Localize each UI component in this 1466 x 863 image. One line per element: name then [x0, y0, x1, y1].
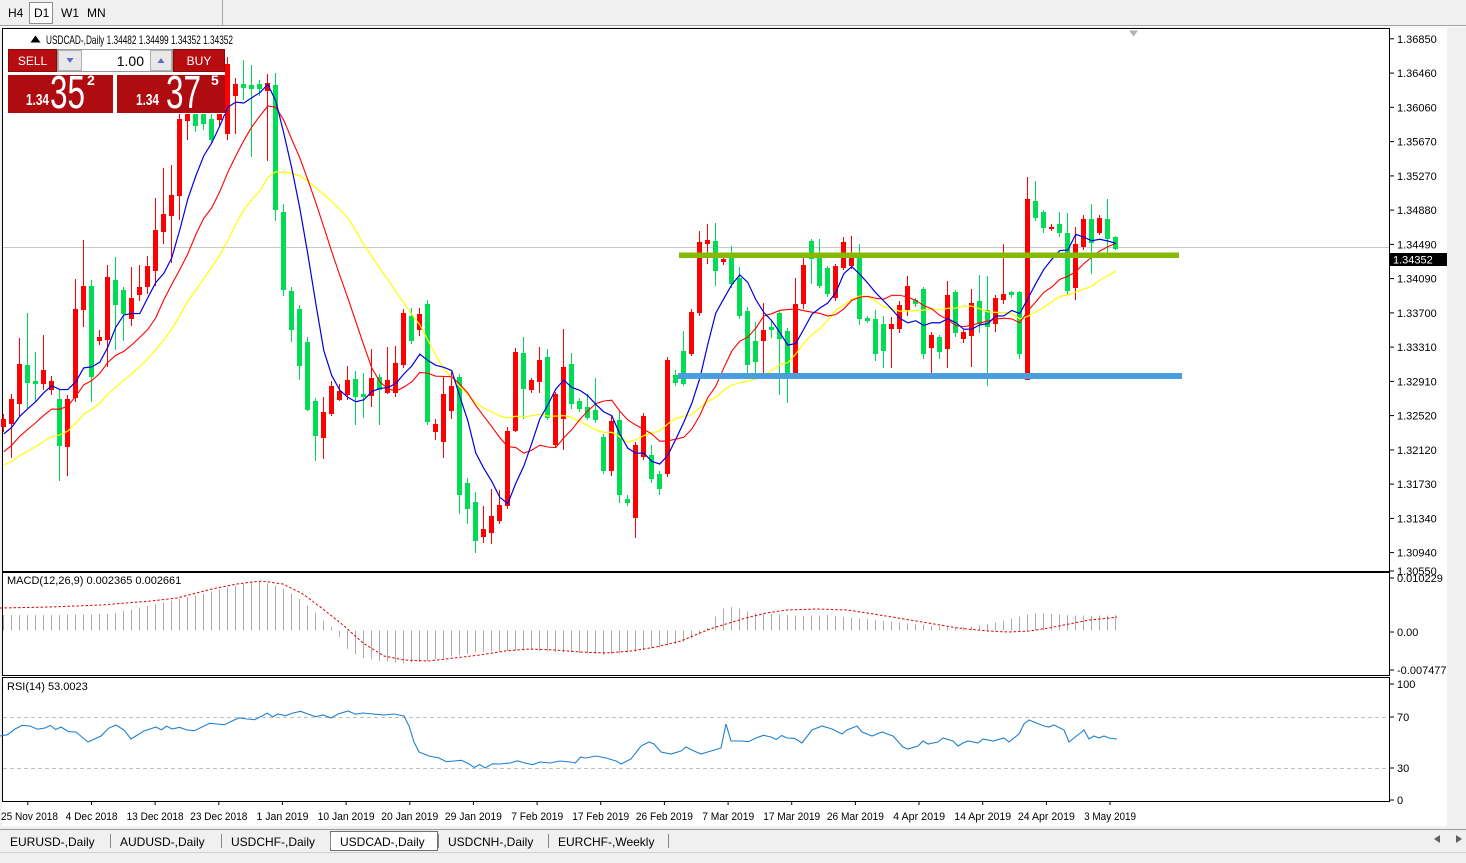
- svg-text:USDCNH-,Daily: USDCNH-,Daily: [448, 835, 533, 849]
- svg-text:1.34490: 1.34490: [1397, 239, 1437, 251]
- svg-text:0: 0: [1397, 795, 1403, 807]
- svg-text:1.31730: 1.31730: [1397, 479, 1437, 491]
- svg-text:7 Mar 2019: 7 Mar 2019: [702, 811, 754, 823]
- svg-text:1.34: 1.34: [26, 92, 49, 109]
- svg-text:H4: H4: [8, 6, 24, 20]
- svg-text:1.34090: 1.34090: [1397, 274, 1437, 286]
- svg-text:1.36460: 1.36460: [1397, 68, 1437, 80]
- svg-text:23 Dec 2018: 23 Dec 2018: [190, 811, 247, 823]
- svg-text:5: 5: [211, 72, 219, 88]
- svg-text:BUY: BUY: [187, 54, 212, 68]
- svg-text:1.30550: 1.30550: [1397, 566, 1437, 578]
- svg-text:17 Feb 2019: 17 Feb 2019: [572, 811, 629, 823]
- svg-text:7 Feb 2019: 7 Feb 2019: [511, 811, 563, 823]
- svg-text:37: 37: [166, 66, 201, 118]
- svg-text:1.34880: 1.34880: [1397, 205, 1437, 217]
- svg-text:20 Jan 2019: 20 Jan 2019: [381, 811, 438, 823]
- svg-text:100: 100: [1397, 679, 1415, 691]
- svg-text:17 Mar 2019: 17 Mar 2019: [763, 811, 820, 823]
- svg-text:10 Jan 2019: 10 Jan 2019: [318, 811, 375, 823]
- svg-text:RSI(14) 53.0023: RSI(14) 53.0023: [7, 681, 88, 693]
- svg-text:MACD(12,26,9) 0.002365 0.00266: MACD(12,26,9) 0.002365 0.002661: [7, 575, 181, 587]
- svg-text:EURUSD-,Daily: EURUSD-,Daily: [10, 835, 95, 849]
- svg-text:-0.007477: -0.007477: [1397, 665, 1447, 677]
- svg-text:0.00: 0.00: [1397, 627, 1418, 639]
- svg-text:13 Dec 2018: 13 Dec 2018: [127, 811, 184, 823]
- svg-text:SELL: SELL: [18, 54, 48, 68]
- svg-text:MN: MN: [87, 6, 106, 20]
- svg-text:26 Mar 2019: 26 Mar 2019: [827, 811, 884, 823]
- svg-text:29 Jan 2019: 29 Jan 2019: [445, 811, 502, 823]
- svg-text:3 May 2019: 3 May 2019: [1084, 811, 1136, 823]
- svg-text:70: 70: [1397, 712, 1409, 724]
- svg-text:25 Nov 2018: 25 Nov 2018: [1, 811, 58, 823]
- svg-text:1.36060: 1.36060: [1397, 102, 1437, 114]
- svg-text:USDCHF-,Daily: USDCHF-,Daily: [231, 835, 315, 849]
- svg-text:1.33310: 1.33310: [1397, 342, 1437, 354]
- svg-text:1.34: 1.34: [136, 92, 159, 109]
- svg-text:1.34352: 1.34352: [1393, 255, 1433, 267]
- svg-text:26 Feb 2019: 26 Feb 2019: [636, 811, 693, 823]
- svg-text:USDCAD-,Daily 1.34482 1.34499: USDCAD-,Daily 1.34482 1.34499 1.34352 1.…: [46, 33, 233, 47]
- svg-text:24 Apr 2019: 24 Apr 2019: [1018, 811, 1075, 823]
- svg-text:D1: D1: [34, 6, 50, 20]
- svg-text:1.32910: 1.32910: [1397, 376, 1437, 388]
- svg-text:0.010229: 0.010229: [1397, 573, 1443, 585]
- svg-text:4 Dec 2018: 4 Dec 2018: [66, 811, 118, 823]
- svg-text:AUDUSD-,Daily: AUDUSD-,Daily: [120, 835, 205, 849]
- svg-text:1.32520: 1.32520: [1397, 411, 1437, 423]
- svg-text:1.35270: 1.35270: [1397, 171, 1437, 183]
- svg-text:2: 2: [87, 72, 95, 88]
- svg-text:4 Apr 2019: 4 Apr 2019: [893, 811, 945, 823]
- svg-text:1.36850: 1.36850: [1397, 34, 1437, 46]
- svg-text:1.33700: 1.33700: [1397, 308, 1437, 320]
- svg-text:30: 30: [1397, 763, 1409, 775]
- svg-text:14 Apr 2019: 14 Apr 2019: [954, 811, 1011, 823]
- svg-text:35: 35: [50, 66, 85, 118]
- svg-text:1 Jan 2019: 1 Jan 2019: [257, 811, 309, 823]
- svg-text:EURCHF-,Weekly: EURCHF-,Weekly: [558, 835, 654, 849]
- svg-text:W1: W1: [61, 6, 79, 20]
- svg-text:1.35670: 1.35670: [1397, 137, 1437, 149]
- svg-text:1.31340: 1.31340: [1397, 513, 1437, 525]
- svg-text:1.30940: 1.30940: [1397, 548, 1437, 560]
- svg-text:1.00: 1.00: [117, 53, 144, 69]
- svg-text:USDCAD-,Daily: USDCAD-,Daily: [340, 835, 425, 849]
- svg-text:1.32120: 1.32120: [1397, 445, 1437, 457]
